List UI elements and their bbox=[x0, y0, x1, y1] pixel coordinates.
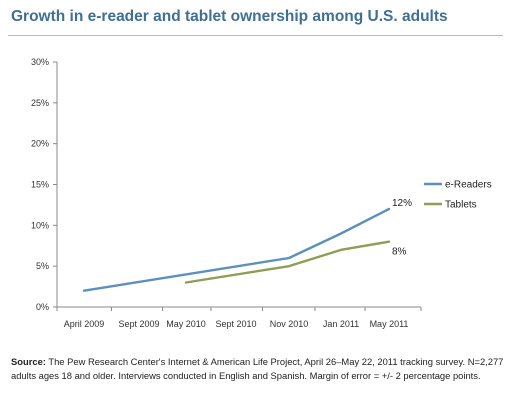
y-tick-label: 0% bbox=[36, 302, 49, 312]
y-tick-label: 10% bbox=[31, 220, 49, 230]
y-tick-label: 5% bbox=[36, 261, 49, 271]
source-label: Source: bbox=[11, 356, 46, 367]
title-divider bbox=[8, 35, 503, 36]
x-tick-label: May 2011 bbox=[370, 319, 409, 329]
x-tick-label: April 2009 bbox=[64, 319, 105, 329]
y-tick-label: 25% bbox=[31, 98, 49, 108]
y-tick-label: 15% bbox=[31, 180, 49, 190]
data-label: 8% bbox=[392, 247, 407, 258]
source-note: Source: The Pew Research Center's Intern… bbox=[11, 355, 506, 382]
series-line-tablets bbox=[184, 240, 391, 284]
x-tick-label: May 2010 bbox=[166, 319, 206, 329]
data-label: 12% bbox=[392, 198, 412, 209]
legend-label: Tablets bbox=[445, 200, 477, 211]
series-line-e-readers bbox=[82, 207, 391, 292]
source-text: The Pew Research Center's Internet & Ame… bbox=[11, 356, 504, 381]
y-tick-label: 20% bbox=[31, 139, 49, 149]
x-tick-label: Sept 2010 bbox=[215, 319, 256, 329]
y-tick-label: 30% bbox=[31, 57, 49, 67]
x-tick-label: Jan 2011 bbox=[323, 319, 359, 329]
legend-label: e-Readers bbox=[445, 180, 492, 191]
x-tick-label: Sept 2009 bbox=[118, 319, 159, 329]
chart-title: Growth in e-reader and tablet ownership … bbox=[11, 8, 448, 25]
line-chart: 0% 5% 10% 15% 20% 25% 30% April 2009 Sept 2009 Ma… bbox=[31, 57, 492, 329]
x-tick-label: Nov 2010 bbox=[270, 319, 309, 329]
